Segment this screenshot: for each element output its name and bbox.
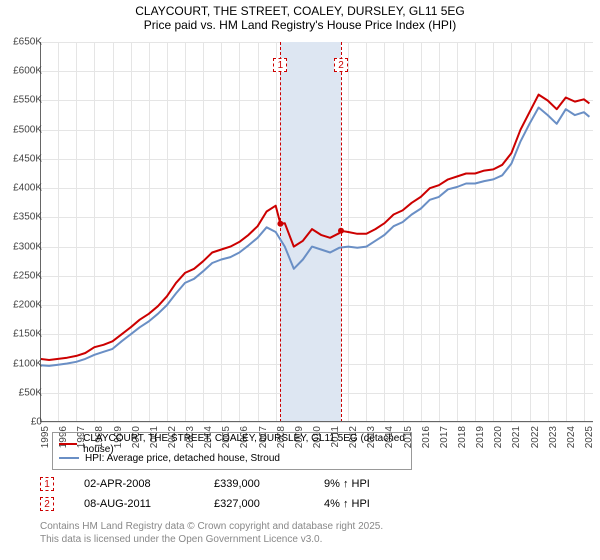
ytick-label: £650K — [4, 37, 42, 48]
ytick-label: £350K — [4, 212, 42, 223]
ytick-label: £200K — [4, 300, 42, 311]
ytick-label: £550K — [4, 95, 42, 106]
legend-label-series2: HPI: Average price, detached house, Stro… — [85, 453, 280, 464]
ytick-label: £100K — [4, 358, 42, 369]
legend-item-1: CLAYCOURT, THE STREET, COALEY, DURSLEY, … — [59, 437, 405, 451]
legend-swatch-series2 — [59, 457, 79, 459]
chart-subtitle: Price paid vs. HM Land Registry's House … — [0, 18, 600, 32]
ytick-label: £500K — [4, 124, 42, 135]
xtick-label: 2017 — [439, 426, 450, 448]
sale-row-1: 1 02-APR-2008 £339,000 9% ↑ HPI — [40, 474, 404, 494]
ytick-label: £150K — [4, 329, 42, 340]
sale-badge-1: 1 — [40, 477, 54, 491]
ytick-label: £300K — [4, 241, 42, 252]
legend-swatch-series1 — [59, 443, 77, 445]
sale-marker-dot — [338, 228, 344, 234]
series-hpi — [40, 108, 589, 366]
ytick-label: £0 — [4, 417, 42, 428]
xtick-label: 2019 — [475, 426, 486, 448]
sale-markers-table: 1 02-APR-2008 £339,000 9% ↑ HPI 2 08-AUG… — [40, 474, 404, 514]
footer-attribution: Contains HM Land Registry data © Crown c… — [40, 520, 383, 546]
sale-date-2: 08-AUG-2011 — [84, 498, 184, 510]
ytick-label: £50K — [4, 387, 42, 398]
sale-price-2: £327,000 — [214, 498, 294, 510]
xtick-label: 1995 — [40, 426, 51, 448]
xtick-label: 2023 — [548, 426, 559, 448]
ytick-label: £250K — [4, 270, 42, 281]
xtick-label: 2021 — [511, 426, 522, 448]
xtick-label: 2016 — [421, 426, 432, 448]
sale-pct-2: 4% ↑ HPI — [324, 498, 404, 510]
chart-title: CLAYCOURT, THE STREET, COALEY, DURSLEY, … — [0, 4, 600, 18]
sale-date-1: 02-APR-2008 — [84, 478, 184, 490]
ytick-label: £400K — [4, 183, 42, 194]
legend: CLAYCOURT, THE STREET, COALEY, DURSLEY, … — [52, 432, 412, 470]
sale-row-2: 2 08-AUG-2011 £327,000 4% ↑ HPI — [40, 494, 404, 514]
xtick-label: 2025 — [584, 426, 595, 448]
sale-price-1: £339,000 — [214, 478, 294, 490]
ytick-label: £450K — [4, 153, 42, 164]
chart-container: CLAYCOURT, THE STREET, COALEY, DURSLEY, … — [0, 0, 600, 560]
ytick-label: £600K — [4, 66, 42, 77]
series-price_paid — [40, 95, 589, 360]
footer-line-1: Contains HM Land Registry data © Crown c… — [40, 520, 383, 533]
xtick-label: 2022 — [530, 426, 541, 448]
footer-line-2: This data is licensed under the Open Gov… — [40, 533, 383, 546]
xtick-label: 2020 — [493, 426, 504, 448]
line-chart — [40, 42, 593, 422]
chart-title-block: CLAYCOURT, THE STREET, COALEY, DURSLEY, … — [0, 0, 600, 32]
xtick-label: 2018 — [457, 426, 468, 448]
sale-pct-1: 9% ↑ HPI — [324, 478, 404, 490]
xtick-label: 2024 — [566, 426, 577, 448]
sale-badge-2: 2 — [40, 497, 54, 511]
sale-marker-dot — [277, 221, 283, 227]
